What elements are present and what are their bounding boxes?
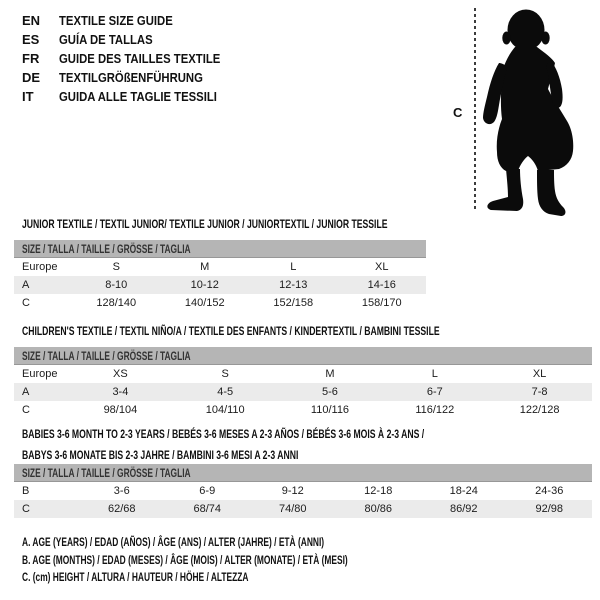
table-cell: 140/152	[184, 297, 225, 309]
table-row: C 98/104 104/110 110/116 116/122 122/128	[14, 401, 592, 419]
size-header-band: SIZE / TALLA / TAILLE / GRÖSSE / TAGLIA	[14, 464, 592, 482]
table-cell: 110/116	[310, 404, 350, 416]
babies-size-table: SIZE / TALLA / TAILLE / GRÖSSE / TAGLIA B…	[14, 464, 592, 518]
table-cell: 62/68	[107, 503, 136, 515]
table-cell: S	[221, 368, 229, 380]
children-size-table: SIZE / TALLA / TAILLE / GRÖSSE / TAGLIA E…	[14, 347, 592, 419]
size-header-text: SIZE / TALLA / TAILLE / GRÖSSE / TAGLIA	[22, 348, 191, 363]
guide-title: TEXTILE SIZE GUIDE	[59, 13, 173, 28]
row-label: C	[22, 404, 30, 416]
table-cell: 6-7	[426, 386, 443, 398]
table-cell: 12-13	[279, 279, 308, 291]
table-cell: 74/80	[278, 503, 307, 515]
table-cell: 4-5	[217, 386, 234, 398]
row-label: Europe	[22, 368, 58, 380]
table-cell: 7-8	[531, 386, 548, 398]
section-title-text: JUNIOR TEXTILE / TEXTIL JUNIOR/ TEXTILE …	[22, 217, 388, 231]
table-cell: 80/86	[364, 503, 393, 515]
size-header-band: SIZE / TALLA / TAILLE / GRÖSSE / TAGLIA	[14, 347, 592, 365]
guide-title: GUÍA DE TALLAS	[59, 32, 153, 47]
table-cell: 104/110	[205, 404, 245, 416]
row-label: B	[22, 485, 30, 497]
note-age-months: B. AGE (MONTHS) / EDAD (MESES) / ÂGE (MO…	[22, 552, 348, 567]
section-title-text: BABIES 3-6 MONTH TO 2-3 YEARS / BEBÉS 3-…	[22, 427, 425, 441]
table-cell: 3-6	[113, 485, 130, 497]
section-title-text: BABYS 3-6 MONATE BIS 2-3 JAHRE / BAMBINI…	[22, 448, 299, 462]
table-row: Europe S M L XL	[14, 258, 426, 276]
table-cell: 6-9	[199, 485, 216, 497]
guide-title: GUIDA ALLE TAGLIE TESSILI	[59, 89, 217, 104]
table-cell: 68/74	[193, 503, 222, 515]
table-row: B 3-6 6-9 9-12 12-18 18-24 24-36	[14, 482, 592, 500]
table-cell: 158/170	[361, 297, 402, 309]
row-label: A	[22, 386, 30, 398]
lang-row-it: IT GUIDA ALLE TAGLIE TESSILI	[22, 87, 244, 106]
lang-code: DE	[22, 70, 41, 85]
table-cell: 92/98	[535, 503, 564, 515]
guide-title: GUIDE DES TAILLES TEXTILE	[59, 51, 221, 66]
lang-code: FR	[22, 51, 40, 66]
table-cell: 152/158	[273, 297, 314, 309]
table-cell: L	[290, 261, 297, 273]
lang-row-fr: FR GUIDE DES TAILLES TEXTILE	[22, 49, 244, 68]
table-cell: 86/92	[449, 503, 478, 515]
table-row: Europe XS S M L XL	[14, 365, 592, 383]
size-header-band: SIZE / TALLA / TAILLE / GRÖSSE / TAGLIA	[14, 240, 426, 258]
table-cell: 128/140	[96, 297, 137, 309]
height-measure-label: C	[453, 105, 463, 120]
toddler-silhouette	[483, 9, 574, 216]
language-guide-block: EN TEXTILE SIZE GUIDE ES GUÍA DE TALLAS …	[22, 11, 244, 106]
table-row: C 62/68 68/74 74/80 80/86 86/92 92/98	[14, 500, 592, 518]
table-cell: 9-12	[281, 485, 304, 497]
table-cell: 98/104	[103, 404, 138, 416]
note-height-cm: C. (cm) HEIGHT / ALTURA / HAUTEUR / HÖHE…	[22, 570, 249, 584]
table-cell: 122/128	[519, 404, 560, 416]
table-cell: 5-6	[322, 386, 338, 398]
section-title-junior: JUNIOR TEXTILE / TEXTIL JUNIOR/ TEXTILE …	[22, 214, 530, 235]
table-cell: 14-16	[367, 279, 396, 291]
lang-code: ES	[22, 32, 40, 47]
table-cell: 3-4	[112, 386, 129, 398]
size-header-text: SIZE / TALLA / TAILLE / GRÖSSE / TAGLIA	[22, 241, 191, 256]
table-cell: M	[200, 261, 210, 273]
lang-code: IT	[22, 89, 34, 104]
table-cell: XL	[532, 368, 547, 380]
table-cell: 10-12	[190, 279, 219, 291]
table-row: A 3-4 4-5 5-6 6-7 7-8	[14, 383, 592, 401]
size-header-text: SIZE / TALLA / TAILLE / GRÖSSE / TAGLIA	[22, 465, 191, 480]
row-label: Europe	[22, 261, 58, 273]
lang-code: EN	[22, 13, 41, 28]
table-cell: 8-10	[105, 279, 128, 291]
note-age-years: A. AGE (YEARS) / EDAD (AÑOS) / ÂGE (ANS)…	[22, 535, 325, 549]
junior-size-table: SIZE / TALLA / TAILLE / GRÖSSE / TAGLIA E…	[14, 240, 426, 312]
section-title-babies: BABIES 3-6 MONTH TO 2-3 YEARS / BEBÉS 3-…	[22, 424, 581, 466]
row-label: C	[22, 297, 30, 309]
lang-row-es: ES GUÍA DE TALLAS	[22, 30, 244, 49]
table-cell: 12-18	[364, 485, 393, 497]
section-title-text: CHILDREN'S TEXTILE / TEXTIL NIÑO/A / TEX…	[22, 324, 440, 338]
table-cell: 116/122	[415, 404, 455, 416]
table-cell: L	[431, 368, 438, 380]
table-cell: XL	[375, 261, 389, 273]
section-title-children: CHILDREN'S TEXTILE / TEXTIL NIÑO/A / TEX…	[22, 321, 600, 342]
height-measure-dashed-line	[474, 8, 476, 211]
legend-notes: A. AGE (YEARS) / EDAD (AÑOS) / ÂGE (ANS)…	[22, 535, 487, 588]
table-row: C 128/140 140/152 152/158 158/170	[14, 294, 426, 312]
table-cell: 24-36	[535, 485, 564, 497]
lang-row-en: EN TEXTILE SIZE GUIDE	[22, 11, 244, 30]
table-cell: S	[112, 261, 120, 273]
table-cell: XS	[113, 368, 128, 380]
table-row: A 8-10 10-12 12-13 14-16	[14, 276, 426, 294]
row-label: A	[22, 279, 30, 291]
guide-title: TEXTILGRÖßENFÜHRUNG	[59, 70, 203, 85]
lang-row-de: DE TEXTILGRÖßENFÜHRUNG	[22, 68, 244, 87]
table-cell: 18-24	[449, 485, 478, 497]
row-label: C	[22, 503, 30, 515]
table-cell: M	[325, 368, 335, 380]
